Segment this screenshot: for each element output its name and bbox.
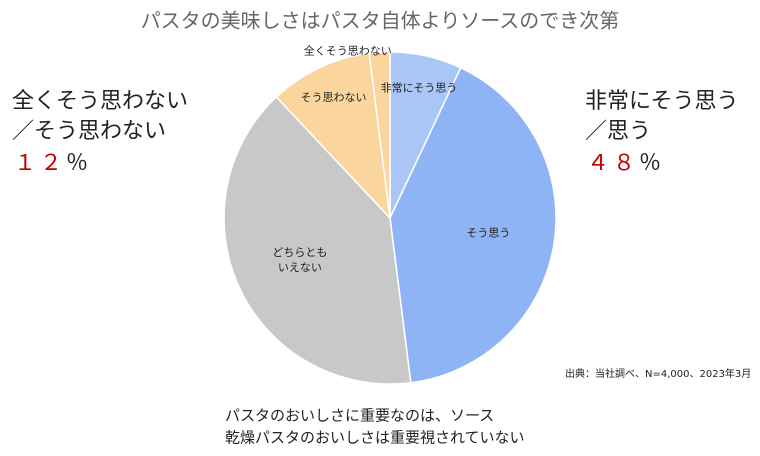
pie-slice [275,52,392,221]
annotation-unit: ％ [639,151,661,176]
chart-title: パスタの美味しさはパスタ自体よりソースのでき次第 [141,9,620,33]
slice-label: どちらともいえない [272,246,327,274]
slice-label: 非常にそう思う [381,81,458,94]
annotation-unit: ％ [66,151,88,176]
source-note: 出典：当社調べ、N=4,000、2023年3月 [565,367,751,380]
annotation-line: 非常にそう思う [585,89,739,114]
pie-slice [389,66,557,384]
slice-label: そう思わない [300,91,366,104]
annotation-line: ／思う [585,119,651,144]
annotation-line: 全くそう思わない [12,89,188,114]
caption-line: 乾燥パスタのおいしさは重要視されていない [225,429,525,447]
slice-label: そう思う [466,227,510,240]
slice-label: 全くそう思わない [304,44,392,58]
annotation-value: １２％ [14,151,88,176]
annotation-number: ４８ [587,151,639,176]
annotation-number: １２ [14,151,66,176]
annotation-line: ／そう思わない [12,119,166,144]
caption-line: パスタのおいしさに重要なのは、ソース [225,407,494,425]
pie-slice [368,51,391,219]
pie-slice [223,95,412,385]
annotation-value: ４８％ [587,151,661,176]
